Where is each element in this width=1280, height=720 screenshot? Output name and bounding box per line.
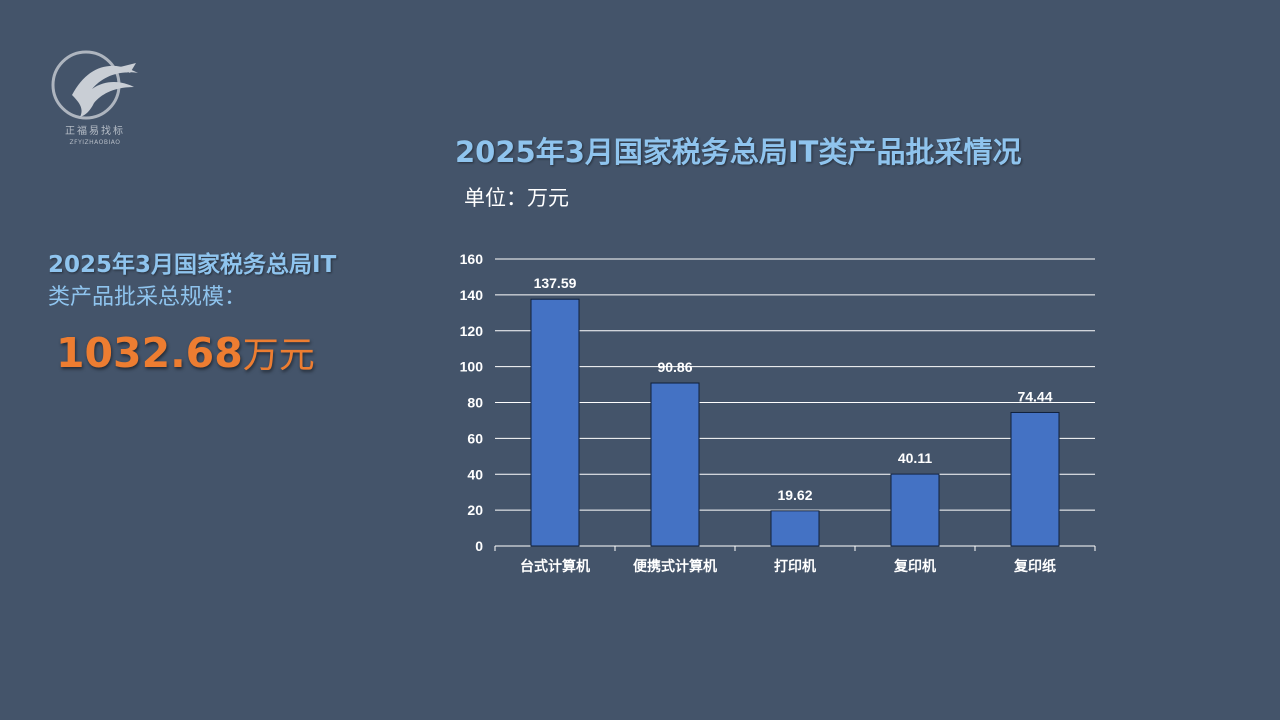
x-tick-label: 台式计算机 bbox=[520, 558, 590, 574]
bar bbox=[650, 382, 700, 547]
summary-subtitle: 类产品批采总规模： bbox=[48, 285, 247, 310]
data-label: 90.86 bbox=[657, 359, 692, 375]
eagle-logo-icon bbox=[51, 50, 138, 120]
bar bbox=[770, 510, 820, 547]
y-tick-label: 140 bbox=[460, 287, 484, 303]
y-tick-label: 20 bbox=[467, 502, 483, 518]
total-unit: 万元 bbox=[242, 335, 315, 376]
data-label: 137.59 bbox=[534, 275, 577, 291]
x-tick-label: 便携式计算机 bbox=[633, 558, 717, 574]
y-tick-label: 100 bbox=[460, 359, 484, 375]
total-amount: 1032.68万元 bbox=[56, 327, 315, 382]
y-tick-label: 160 bbox=[460, 251, 484, 267]
x-tick-label: 复印机 bbox=[893, 558, 936, 574]
y-tick-label: 60 bbox=[467, 430, 483, 446]
bar bbox=[530, 298, 580, 547]
bar bbox=[1010, 411, 1060, 547]
bar-chart: 0 20 40 60 80 100 120 140 160 137.59 台式计算机 90.86 便携式… bbox=[460, 251, 1096, 574]
x-tick-label: 复印纸 bbox=[1013, 558, 1056, 574]
x-tick-label: 打印机 bbox=[774, 558, 816, 574]
unit-label: 单位：万元 bbox=[464, 186, 569, 210]
y-tick-label: 120 bbox=[460, 323, 484, 339]
data-label: 74.44 bbox=[1017, 388, 1052, 404]
summary-title: 2025年3月国家税务总局IT bbox=[48, 252, 337, 278]
data-label: 19.62 bbox=[777, 487, 812, 503]
bar bbox=[890, 473, 940, 547]
y-tick-label: 80 bbox=[467, 395, 483, 411]
logo-text: 正福易找标 bbox=[65, 126, 125, 137]
chart-title: 2025年3月国家税务总局IT类产品批采情况 bbox=[455, 135, 1022, 169]
data-label: 40.11 bbox=[898, 450, 932, 466]
logo-subtext: ZFYIZHAOBIAO bbox=[69, 139, 121, 146]
y-tick-label: 0 bbox=[475, 538, 483, 554]
y-tick-label: 40 bbox=[467, 466, 483, 482]
total-value: 1032.68 bbox=[56, 329, 243, 377]
